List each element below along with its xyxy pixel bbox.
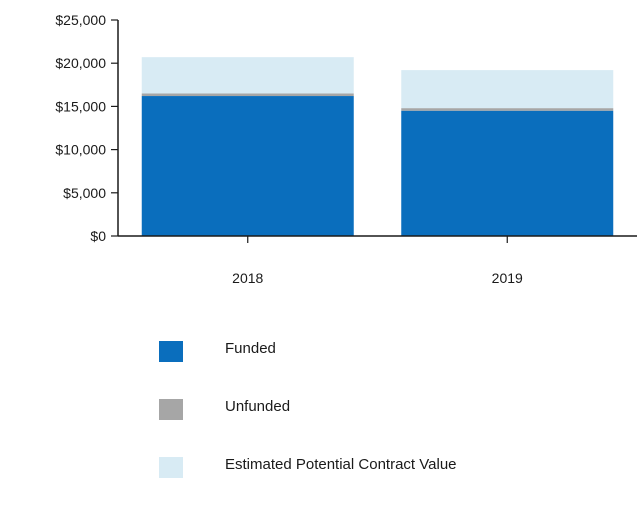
legend-swatch-estimated-potential-contract-value bbox=[159, 457, 183, 478]
bar-estimated-potential-contract-value-2018 bbox=[141, 57, 354, 94]
y-tick-label-2: $10,000 bbox=[55, 142, 106, 158]
y-tick-label-3: $15,000 bbox=[55, 98, 106, 114]
bar-unfunded-2019 bbox=[401, 108, 614, 111]
x-tick-label-2019: 2019 bbox=[492, 270, 523, 286]
stacked-bar-chart: $0 $5,000 $10,000 $15,000 $20,000 $25,000 2018… bbox=[55, 12, 637, 286]
legend-label-unfunded: Unfunded bbox=[225, 398, 291, 415]
y-tick-label-4: $20,000 bbox=[55, 55, 106, 71]
legend-label-funded: Funded bbox=[225, 340, 276, 357]
y-tick-label-5: $25,000 bbox=[55, 12, 106, 28]
y-tick-label-0: $0 bbox=[90, 228, 106, 244]
bar-funded-2019 bbox=[401, 110, 614, 236]
x-tick-label-2018: 2018 bbox=[232, 270, 263, 286]
legend-label-estimated-potential-contract-value: Estimated Potential Contract Value bbox=[225, 456, 457, 473]
y-tick-label-1: $5,000 bbox=[63, 185, 106, 201]
bar-unfunded-2018 bbox=[141, 93, 354, 97]
legend-swatch-funded bbox=[159, 341, 183, 362]
legend-swatch-unfunded bbox=[159, 399, 183, 420]
bar-funded-2018 bbox=[141, 96, 354, 236]
bar-estimated-potential-contract-value-2019 bbox=[401, 70, 614, 109]
